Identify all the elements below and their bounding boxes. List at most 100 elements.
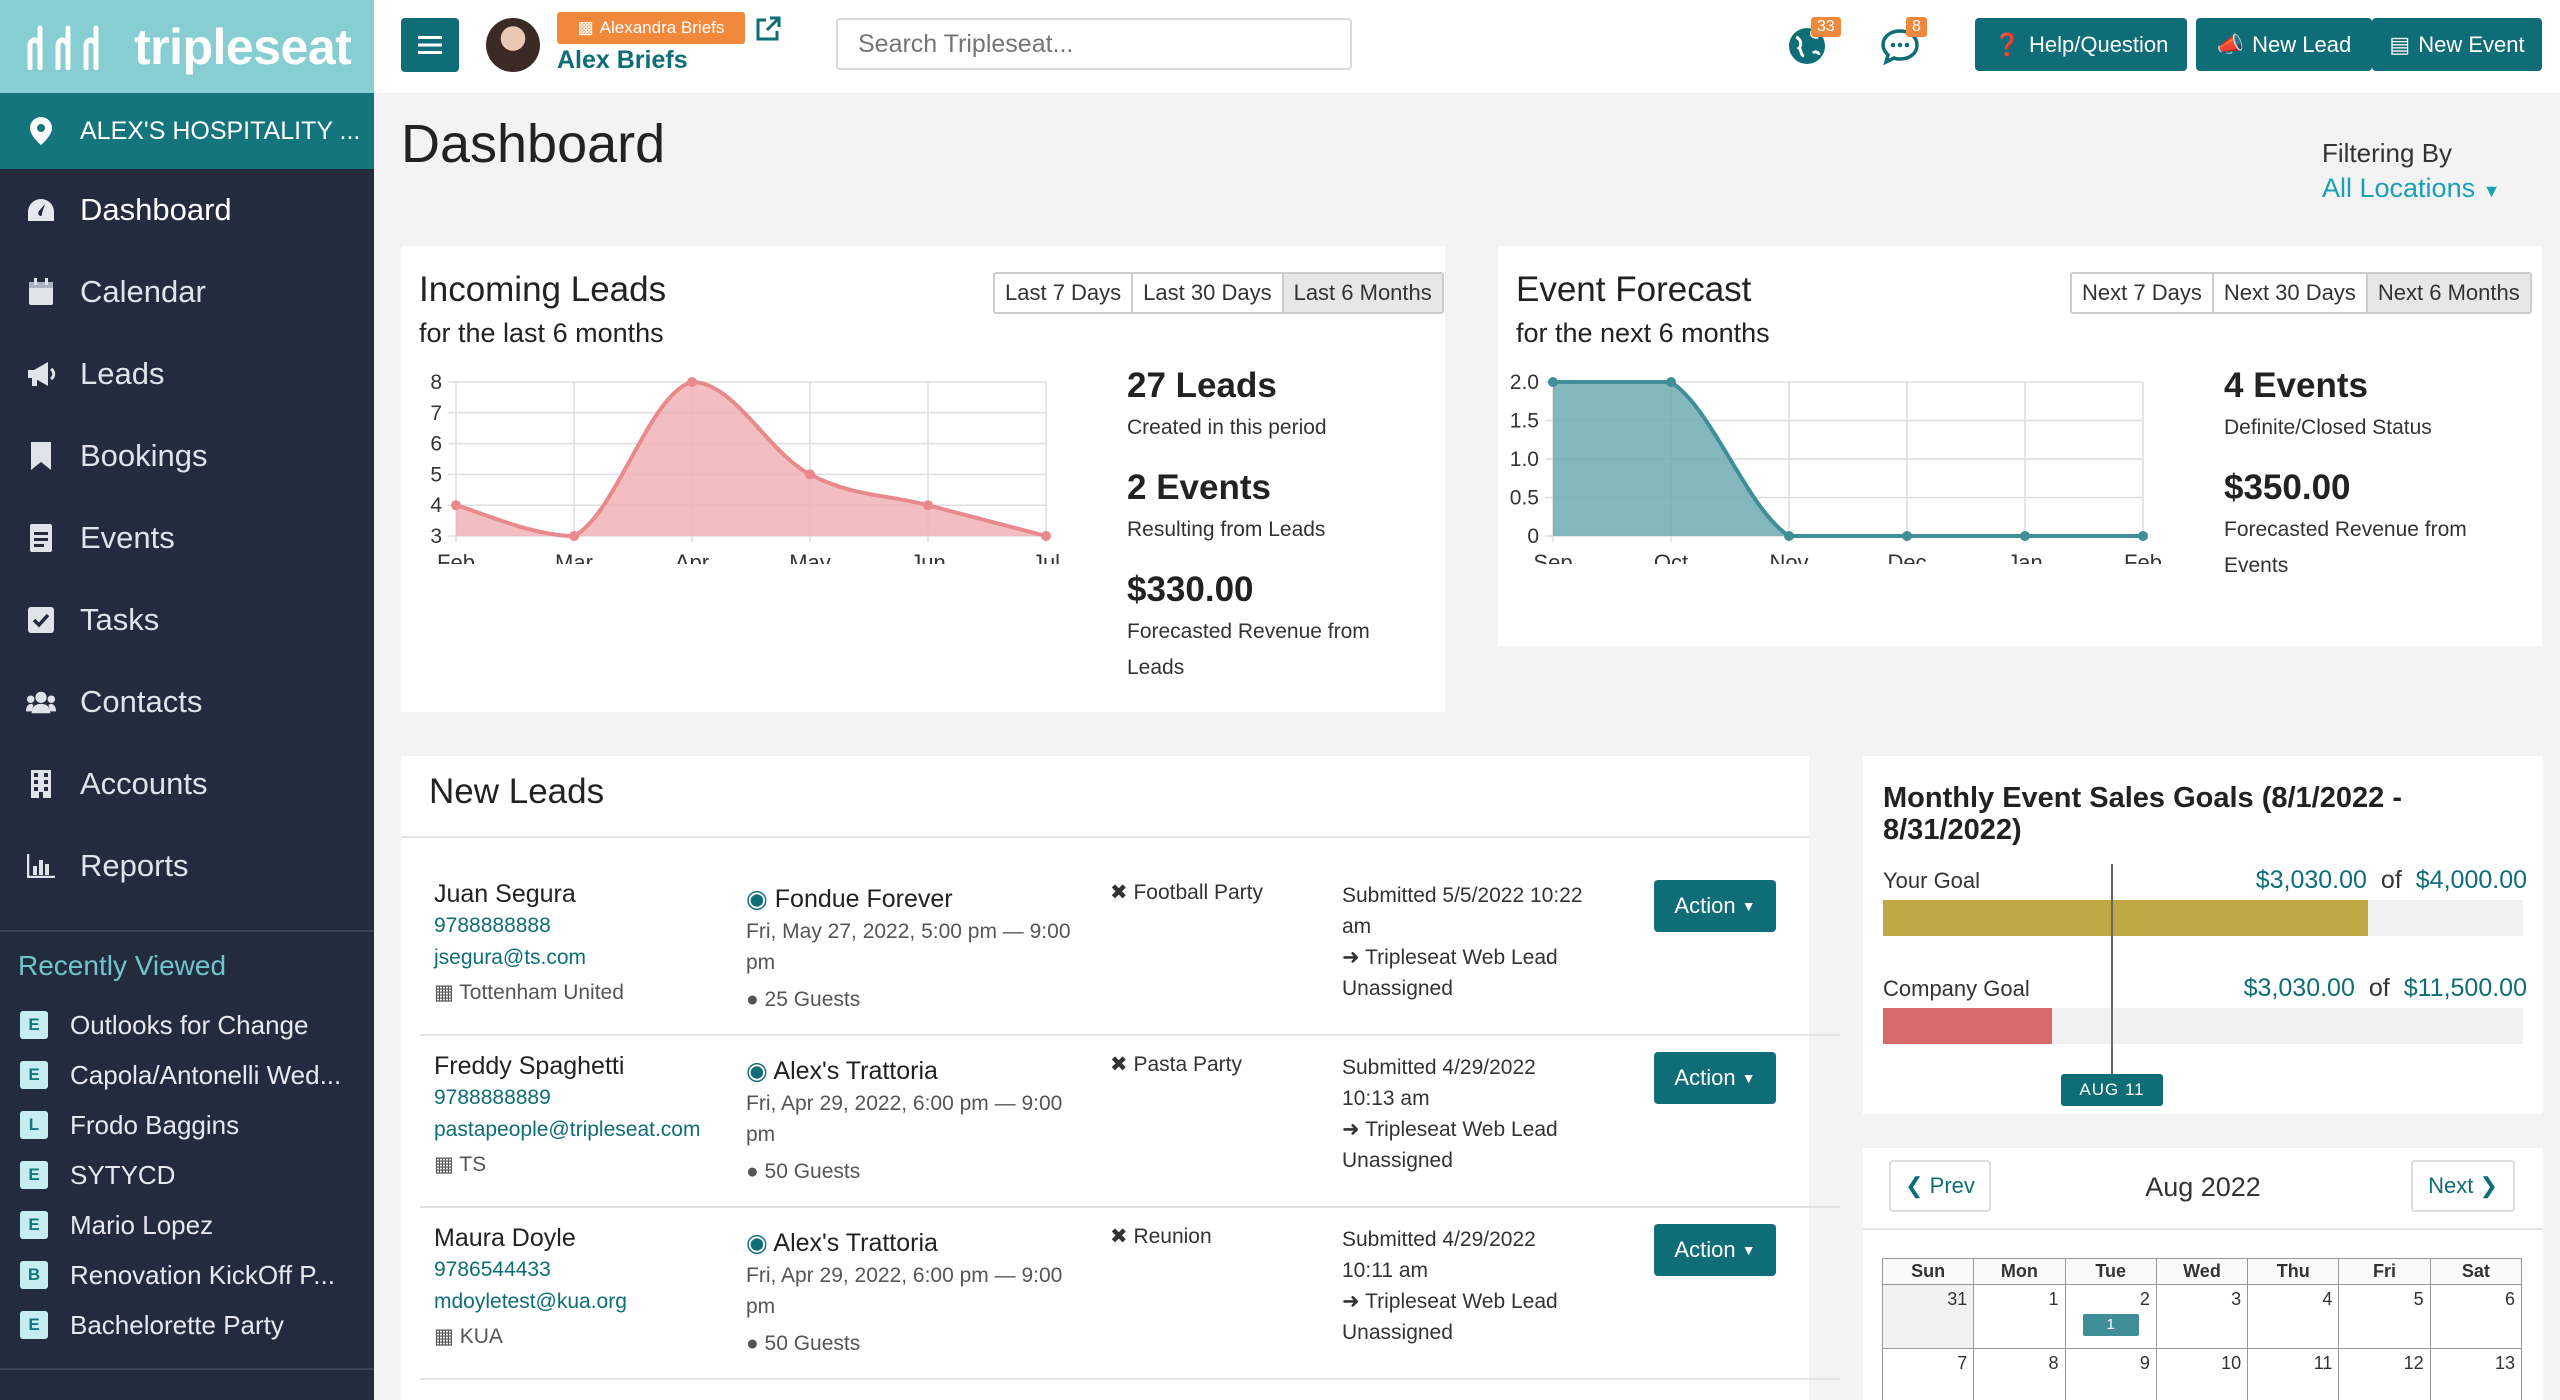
recent-item-label: Mario Lopez xyxy=(70,1209,214,1240)
lead-action-button[interactable]: Action ▼ xyxy=(1654,880,1776,932)
range-option-last-30-days[interactable]: Last 30 Days xyxy=(1133,274,1284,312)
calendar-day[interactable]: 12 xyxy=(2338,1348,2431,1400)
record-type-badge: L xyxy=(20,1111,48,1139)
tripleseat-logo[interactable]: tripleseat xyxy=(0,0,374,93)
recent-item[interactable]: E Outlooks for Change xyxy=(20,1003,308,1047)
range-option-next-7-days[interactable]: Next 7 Days xyxy=(2072,274,2214,312)
x-tick-label: Oct xyxy=(1654,550,1688,564)
recent-item[interactable]: E Bachelorette Party xyxy=(20,1303,284,1347)
weekday-header: Sat xyxy=(2429,1258,2523,1285)
user-role-badge[interactable]: ▩ Alexandra Briefs xyxy=(557,12,745,44)
data-point xyxy=(1548,377,1558,387)
data-point xyxy=(923,500,933,511)
calendar-day[interactable]: 10 xyxy=(2155,1348,2249,1400)
lead-phone[interactable]: 9788888889 xyxy=(434,1086,551,1109)
recent-item[interactable]: E SYTYCD xyxy=(20,1153,175,1197)
lead-row[interactable]: Juan Segura 9788888888 jsegura@ts.com ▦ … xyxy=(420,864,1840,1036)
x-tick-label: Mar xyxy=(555,550,593,564)
bar-chart-icon xyxy=(26,851,56,881)
calendar-day[interactable]: 8 xyxy=(1973,1348,2066,1400)
nav-dashboard[interactable]: Dashboard xyxy=(0,170,374,250)
your-goal-progress xyxy=(1883,900,2368,936)
lead-name[interactable]: Freddy Spaghetti xyxy=(434,1052,625,1080)
calendar-day[interactable]: 11 xyxy=(2247,1348,2340,1400)
calendar-month: Aug 2022 xyxy=(2145,1172,2261,1202)
record-type-badge: E xyxy=(20,1161,48,1189)
avatar[interactable] xyxy=(486,18,540,72)
calendar-day[interactable]: 31 xyxy=(1881,1284,1975,1349)
recent-item[interactable]: E Mario Lopez xyxy=(20,1203,213,1247)
nav-leads[interactable]: Leads xyxy=(0,334,374,414)
nav-events[interactable]: Events xyxy=(0,498,374,578)
calendar-next-button[interactable]: Next ❯ xyxy=(2411,1160,2515,1212)
x-tick-label: Jul xyxy=(1032,550,1060,564)
calendar-day[interactable]: 1 xyxy=(1973,1284,2066,1349)
x-tick-label: Jan xyxy=(2007,550,2042,564)
today-marker: AUG 11 xyxy=(2061,1074,2163,1106)
calendar-day[interactable]: 9 xyxy=(2064,1348,2157,1400)
lock-icon: ▩ xyxy=(577,18,594,37)
user-name[interactable]: Alex Briefs xyxy=(557,46,688,74)
new-event-button[interactable]: ▤ New Event xyxy=(2372,18,2542,71)
new-lead-button[interactable]: 📣 New Lead xyxy=(2196,18,2372,71)
recent-item[interactable]: E Capola/Antonelli Wed... xyxy=(20,1053,341,1097)
menu-toggle-button[interactable] xyxy=(401,18,459,72)
calendar-day[interactable]: 5 xyxy=(2338,1284,2431,1349)
your-goal-bar xyxy=(1883,900,2523,936)
nav-reports[interactable]: Reports xyxy=(0,826,374,906)
nav-contacts[interactable]: Contacts xyxy=(0,662,374,742)
chat-icon[interactable] xyxy=(1880,26,1920,66)
sign-in-icon: ➜ xyxy=(1342,1290,1366,1313)
help-question-button[interactable]: ❓ Help/Question xyxy=(1975,18,2187,71)
recent-item[interactable]: L Frodo Baggins xyxy=(20,1103,239,1147)
question-circle-icon: ❓ xyxy=(1993,31,2021,57)
lead-row[interactable]: Maura Doyle 9786544433 mdoyletest@kua.or… xyxy=(420,1208,1840,1380)
lead-event-time: Fri, Apr 29, 2022, 6:00 pm — 9:00 pm xyxy=(746,1092,1063,1146)
nav-accounts[interactable]: Accounts xyxy=(0,744,374,824)
lead-email[interactable]: jsegura@ts.com xyxy=(434,946,587,969)
recent-item[interactable]: B Renovation KickOff P... xyxy=(20,1253,335,1297)
card-divider xyxy=(1863,1228,2543,1230)
calendar-day[interactable]: 6 xyxy=(2429,1284,2523,1349)
lead-row[interactable]: Freddy Spaghetti 9788888889 pastapeople@… xyxy=(420,1036,1840,1208)
range-option-next-30-days[interactable]: Next 30 Days xyxy=(2213,274,2368,312)
lead-phone[interactable]: 9788888888 xyxy=(434,914,551,937)
lead-submission: Submitted 4/29/2022 10:13 am ➜ Triplesea… xyxy=(1342,1052,1592,1176)
lead-action-button[interactable]: Action ▼ xyxy=(1654,1052,1776,1104)
lead-action-button[interactable]: Action ▼ xyxy=(1654,1224,1776,1276)
event-doc-icon xyxy=(26,523,56,553)
calendar-day[interactable]: 7 xyxy=(1881,1348,1975,1400)
range-option-last-6-months[interactable]: Last 6 Months xyxy=(1283,274,1442,312)
new-leads-title: New Leads xyxy=(429,772,605,811)
page-title: Dashboard xyxy=(401,114,666,174)
sidebar-divider xyxy=(0,1368,374,1370)
lead-name[interactable]: Maura Doyle xyxy=(434,1224,576,1252)
lead-name[interactable]: Juan Segura xyxy=(434,880,576,908)
lead-phone[interactable]: 9786544433 xyxy=(434,1258,551,1281)
calendar-prev-button[interactable]: ❮ Prev xyxy=(1889,1160,1991,1212)
calendar-day[interactable]: 4 xyxy=(2247,1284,2340,1349)
building-icon: ▦ xyxy=(434,981,460,1004)
lead-email[interactable]: pastapeople@tripleseat.com xyxy=(434,1118,701,1141)
location-filter-dropdown[interactable]: All Locations ▼ xyxy=(2322,173,2500,204)
range-option-next-6-months[interactable]: Next 6 Months xyxy=(2367,274,2530,312)
events-count-stat: 2 Events xyxy=(1127,468,1271,507)
range-option-last-7-days[interactable]: Last 7 Days xyxy=(995,274,1134,312)
lead-email[interactable]: mdoyletest@kua.org xyxy=(434,1290,627,1313)
nav-bookings[interactable]: Bookings xyxy=(0,416,374,496)
nav-calendar[interactable]: Calendar xyxy=(0,252,374,332)
external-link-icon[interactable] xyxy=(755,16,781,42)
utensils-icon: ✖ xyxy=(1110,1053,1134,1076)
nav-tasks[interactable]: Tasks xyxy=(0,580,374,660)
new-event-label: New Event xyxy=(2418,31,2525,57)
calendar-day[interactable]: 3 xyxy=(2155,1284,2249,1349)
search-input[interactable] xyxy=(836,18,1352,70)
location-selector[interactable]: ALEX'S HOSPITALITY ... xyxy=(0,93,374,169)
utensils-icon: ✖ xyxy=(1110,881,1134,904)
calendar-event-badge[interactable]: 1 xyxy=(2082,1314,2139,1336)
calendar-day[interactable]: 13 xyxy=(2429,1348,2523,1400)
lead-source: ➜ Tripleseat Web Lead xyxy=(1342,1290,1558,1313)
event-forecast-title: Event Forecast xyxy=(1516,270,1752,309)
calendar-icon xyxy=(26,277,56,307)
